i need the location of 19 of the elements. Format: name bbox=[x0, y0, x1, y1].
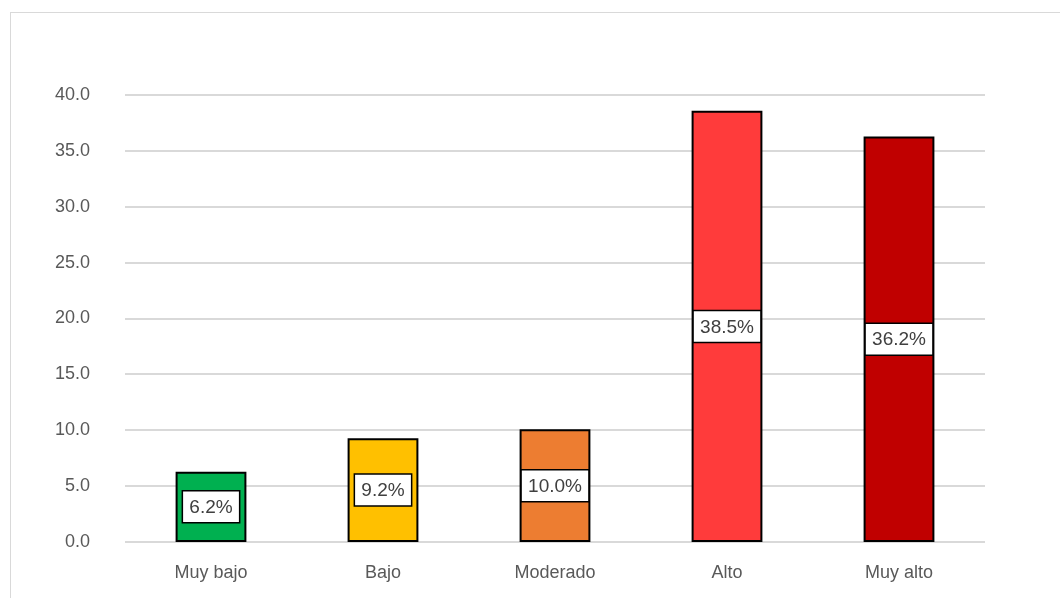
y-tick-label: 5.0 bbox=[64, 475, 90, 496]
x-tick-label: Alto bbox=[711, 561, 743, 582]
x-tick-label: Bajo bbox=[364, 561, 402, 582]
x-tick-label: Moderado bbox=[514, 561, 596, 582]
data-label: 36.2% bbox=[872, 328, 927, 350]
y-tick-label: 35.0 bbox=[54, 139, 90, 160]
y-tick-label: 40.0 bbox=[54, 83, 90, 104]
x-tick-label: Muy alto bbox=[864, 561, 934, 582]
y-tick-label: 20.0 bbox=[54, 307, 90, 328]
data-label: 6.2% bbox=[189, 496, 233, 518]
y-tick-label: 25.0 bbox=[54, 251, 90, 272]
y-tick-label: 10.0 bbox=[54, 419, 90, 440]
y-tick-label: 15.0 bbox=[54, 363, 90, 384]
data-label: 9.2% bbox=[361, 479, 405, 501]
y-tick-label: 0.0 bbox=[64, 530, 90, 551]
data-label: 10.0% bbox=[528, 474, 583, 496]
y-tick-label: 30.0 bbox=[54, 195, 90, 216]
x-tick-label: Muy bajo bbox=[174, 561, 248, 582]
data-label: 38.5% bbox=[700, 315, 755, 337]
